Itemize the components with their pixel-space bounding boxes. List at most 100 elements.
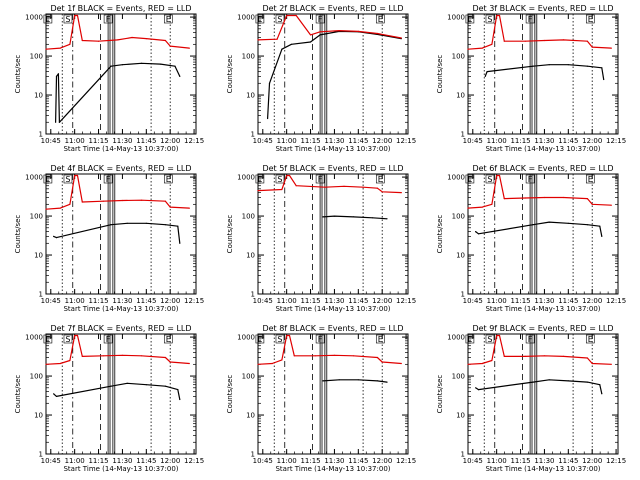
events-point — [309, 41, 312, 43]
lld-point — [69, 43, 71, 45]
events-point — [53, 235, 55, 237]
lld-point — [257, 363, 259, 365]
y-tick-label: 1000 — [447, 174, 465, 182]
events-point — [484, 75, 486, 77]
events-series-line — [322, 215, 388, 220]
flag-box — [485, 334, 495, 344]
events-point — [548, 221, 550, 223]
lld-point — [140, 199, 143, 201]
events-point — [145, 222, 147, 224]
lld-point — [591, 203, 593, 205]
flag-box — [275, 334, 285, 344]
flag-label: E — [588, 335, 593, 344]
events-point — [126, 382, 128, 384]
events-point — [121, 64, 123, 66]
chart-title: Det 7f BLACK = Events, RED = LLD — [50, 324, 191, 333]
flag-label: E — [166, 15, 171, 24]
flag-box — [375, 334, 385, 344]
x-tick-label: 12:15 — [606, 137, 626, 145]
flag-label: S — [487, 175, 492, 184]
events-point — [567, 380, 569, 382]
flag-box — [103, 14, 113, 24]
plot-frame — [467, 13, 619, 135]
x-tick-label: 12:00 — [372, 457, 392, 465]
flag-box — [63, 14, 73, 24]
x-tick-label: 11:45 — [558, 137, 578, 145]
chart-title: Det 4f BLACK = Events, RED = LLD — [50, 164, 191, 173]
y-axis-label: Counts/sec — [226, 375, 234, 414]
lld-point — [309, 34, 312, 36]
y-tick-label: 1 — [251, 451, 255, 459]
events-point — [267, 117, 269, 120]
lld-point — [586, 357, 589, 359]
flag-box — [315, 14, 325, 24]
x-tick-label: 11:45 — [348, 137, 368, 145]
events-point — [567, 64, 569, 66]
events-point — [376, 380, 378, 382]
lld-point — [543, 196, 546, 199]
x-axis-label: Start Time (14-May-13 10:37:00) — [275, 465, 390, 473]
lld-point — [400, 37, 402, 39]
lld-point — [610, 204, 612, 206]
y-tick-label: 100 — [452, 373, 465, 381]
y-axis-label: Counts/sec — [436, 375, 444, 414]
lld-point — [467, 207, 469, 209]
events-series-line — [475, 221, 603, 237]
y-tick-label: 1 — [251, 131, 255, 139]
flag-label: F — [106, 15, 111, 24]
x-tick-label: 11:30 — [112, 297, 132, 305]
x-tick-label: 12:15 — [396, 137, 416, 145]
x-tick-label: 11:00 — [277, 137, 297, 145]
chart-panel-9: Det 9f BLACK = Events, RED = LLD 1 10 100 10… — [436, 324, 626, 473]
y-tick-label: 1000 — [25, 334, 43, 342]
flag-box — [485, 14, 495, 24]
events-point — [599, 384, 601, 386]
events-point — [386, 381, 388, 383]
x-tick-label: 11:00 — [487, 457, 507, 465]
flag-box — [43, 174, 53, 184]
y-axis-label: Counts/sec — [226, 215, 234, 254]
events-point — [164, 385, 166, 387]
lld-point — [314, 355, 316, 357]
lld-point — [343, 185, 345, 187]
events-point — [58, 121, 61, 123]
y-tick-label: 100 — [30, 53, 43, 61]
x-tick-label: 11:30 — [112, 137, 132, 145]
lld-point — [74, 174, 76, 177]
y-tick-label: 1 — [39, 291, 43, 299]
events-point — [475, 387, 477, 389]
lld-point — [45, 363, 47, 365]
lld-point — [524, 40, 526, 42]
flag-label: E — [467, 335, 472, 344]
y-tick-label: 10 — [456, 252, 465, 260]
lld-point — [503, 355, 505, 357]
lld-point — [117, 39, 119, 41]
plot-frame — [45, 333, 197, 455]
x-axis-label: Start Time (14-May-13 10:37:00) — [63, 465, 178, 473]
plot-frame — [257, 173, 409, 295]
flag-box — [525, 14, 535, 24]
x-tick-label: 11:00 — [65, 297, 85, 305]
lld-point — [276, 38, 278, 40]
y-tick-label: 1000 — [237, 174, 255, 182]
events-series-line — [484, 64, 605, 80]
lld-point — [188, 362, 190, 365]
x-tick-label: 12:15 — [184, 457, 204, 465]
flag-box — [63, 334, 73, 344]
lld-point — [467, 363, 469, 365]
lld-point — [381, 361, 383, 363]
events-point — [601, 67, 603, 69]
x-tick-label: 11:30 — [324, 297, 344, 305]
x-axis-label: Start Time (14-May-13 10:37:00) — [63, 305, 178, 313]
flag-box — [465, 334, 475, 344]
lld-series-line — [257, 334, 402, 365]
flag-label: E — [45, 15, 50, 24]
lld-point — [81, 201, 83, 203]
x-tick-label: 11:30 — [112, 457, 132, 465]
x-axis-label: Start Time (14-May-13 10:37:00) — [275, 305, 390, 313]
lld-point — [295, 185, 297, 187]
flag-label: S — [487, 335, 492, 344]
x-tick-label: 11:45 — [136, 137, 156, 145]
lld-point — [498, 334, 501, 337]
events-point — [532, 224, 534, 226]
